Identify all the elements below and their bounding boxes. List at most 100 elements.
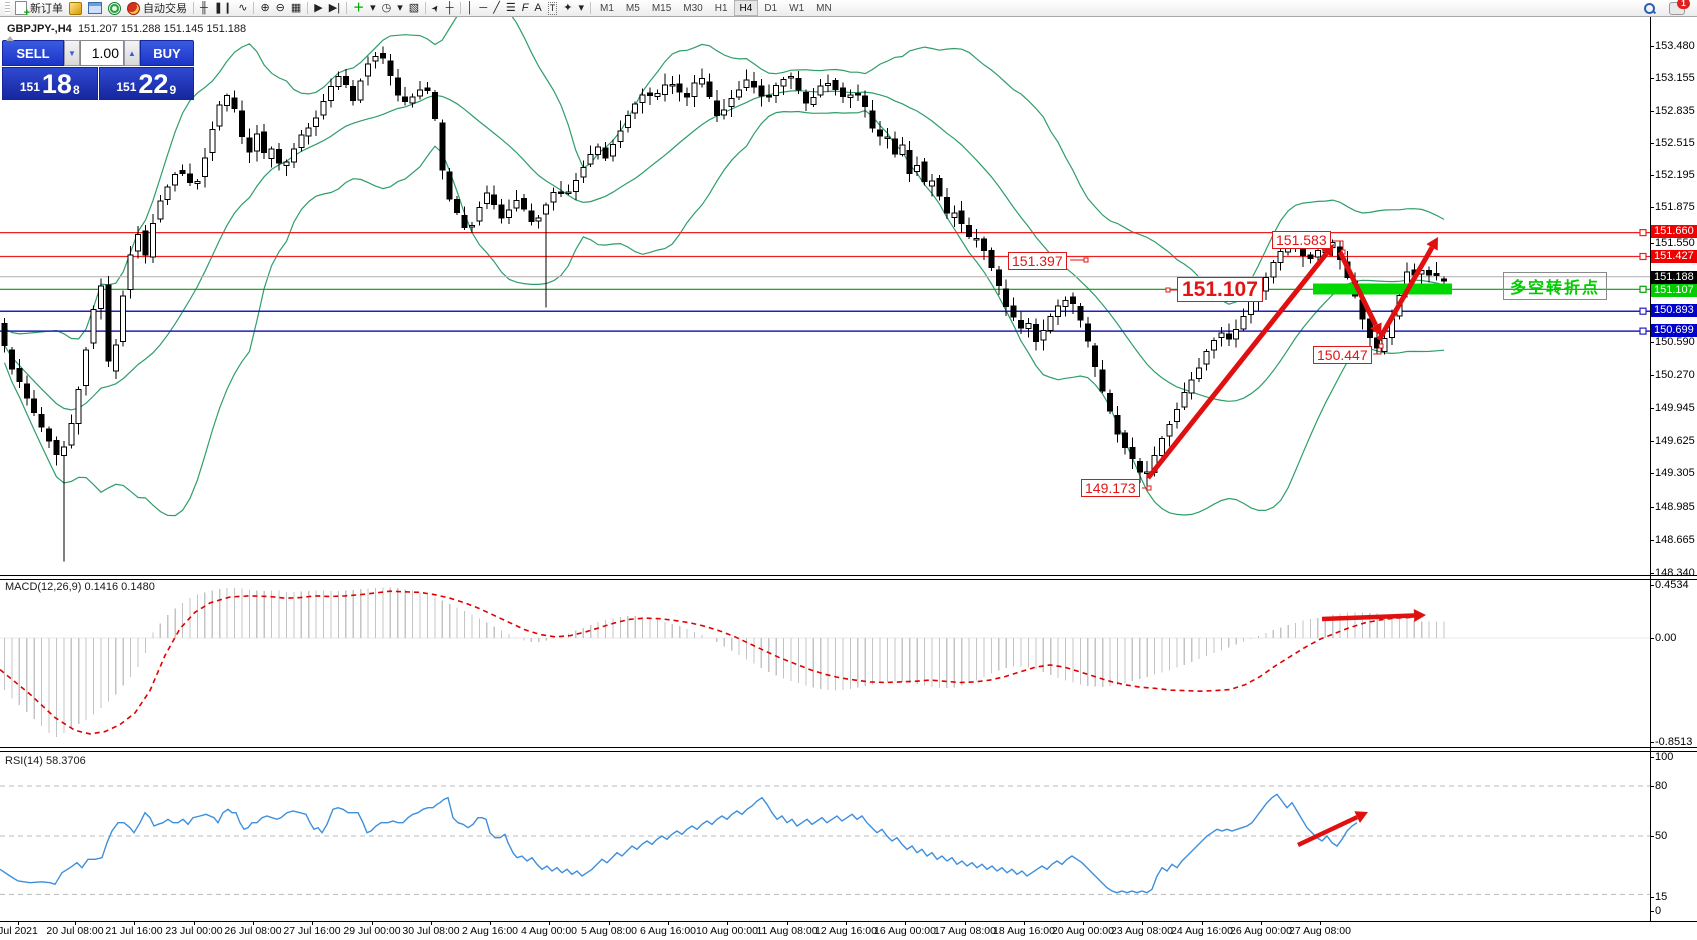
text-icon: A <box>534 1 542 14</box>
shapes-icon: ✦ <box>563 1 573 14</box>
notification-badge: 1 <box>1677 0 1690 9</box>
chart-shift-button[interactable]: ▶| <box>326 1 343 16</box>
channel-button[interactable]: ☰ <box>503 1 519 16</box>
trendline-button[interactable]: ╱ <box>490 1 503 16</box>
price-annotation[interactable]: 151.583 <box>1272 231 1331 249</box>
timeframe-m30[interactable]: M30 <box>683 2 703 14</box>
toolbar-separator <box>459 2 461 14</box>
time-tick <box>1261 921 1262 925</box>
line-chart-icon: ∿ <box>238 1 248 14</box>
notifications-button[interactable]: 1 <box>1666 0 1690 16</box>
price-tick <box>1650 207 1654 208</box>
terminal-button[interactable] <box>85 1 105 16</box>
time-tick <box>490 921 491 925</box>
sell-button[interactable]: SELL <box>2 40 64 66</box>
time-axis-label: 24 Aug 16:00 <box>1171 925 1233 937</box>
toolbar-separator <box>590 2 592 14</box>
turning-point-label[interactable]: 多空转折点 <box>1503 272 1608 300</box>
price-annotation[interactable]: 151.397 <box>1008 252 1067 270</box>
autotrading-button[interactable]: 自动交易 <box>124 1 190 16</box>
toolbar-glyph-buttons: ╫ ❚❙ ∿ ⊕ ⊖ ▦ ▶ ▶| ＋ ▾ ◷ ▾ ▧ ➤ ┼ │ ─ ╱ ☰ F A T ✦ ▾ <box>197 1 587 16</box>
timeframe-mn[interactable]: MN <box>816 2 832 14</box>
price-annotation[interactable]: 149.173 <box>1081 479 1140 497</box>
buy-price-display[interactable]: 151 22 9 <box>98 67 194 100</box>
time-axis-label: 20 Jul 08:00 <box>46 925 104 937</box>
search-button[interactable] <box>1640 1 1658 16</box>
periods-button[interactable]: ◷ <box>379 1 395 16</box>
candlestick-chart-icon: ❚❙ <box>213 1 233 14</box>
time-tick <box>846 921 847 925</box>
time-tick <box>75 921 76 925</box>
buy-button[interactable]: BUY <box>140 40 194 66</box>
rsi-axis-label: 15 <box>1655 891 1668 903</box>
time-tick <box>1083 921 1084 925</box>
rsi-panel-divider[interactable] <box>0 747 1697 752</box>
tile-windows-icon: ▦ <box>290 1 302 14</box>
label-button[interactable]: T <box>545 1 561 16</box>
timeframe-h1[interactable]: H1 <box>714 2 728 14</box>
time-axis-label: 10 Aug 00:00 <box>696 925 758 937</box>
time-tick <box>194 921 195 925</box>
volume-decrease-button[interactable]: ▼ <box>64 40 80 66</box>
price-tick <box>1650 441 1654 442</box>
trade-widget-collapse-icon[interactable] <box>6 36 14 41</box>
fibonacci-button[interactable]: F <box>519 1 532 16</box>
time-axis-label: 29 Jul 00:00 <box>343 925 401 937</box>
price-badge: 151.188 <box>1651 271 1697 284</box>
volume-increase-button[interactable]: ▲ <box>124 40 140 66</box>
macd-panel-divider[interactable] <box>0 575 1697 580</box>
timeframe-m5[interactable]: M5 <box>625 2 640 14</box>
sell-price-display[interactable]: 151 18 8 <box>2 67 98 100</box>
terminal-icon <box>88 2 102 14</box>
time-axis-label: 16 Aug 00:00 <box>874 925 936 937</box>
zoom-out-button[interactable]: ⊖ <box>273 1 288 16</box>
timeframe-d1[interactable]: D1 <box>764 2 778 14</box>
timeframe-w1[interactable]: W1 <box>789 2 805 14</box>
periods-dropdown-button[interactable]: ▾ <box>394 1 406 16</box>
price-annotation[interactable]: 151.107 <box>1177 277 1263 302</box>
periods-dropdown-icon: ▾ <box>397 1 403 14</box>
price-badge: 150.893 <box>1651 304 1697 317</box>
zoom-in-button[interactable]: ⊕ <box>257 1 272 16</box>
candlestick-chart-button[interactable]: ❚❙ <box>211 1 235 16</box>
line-chart-button[interactable]: ∿ <box>235 1 250 16</box>
indicators-button[interactable]: ＋ <box>350 1 367 16</box>
price-badge: 150.699 <box>1651 324 1697 337</box>
signals-button[interactable] <box>105 1 124 16</box>
text-button[interactable]: A <box>531 1 544 16</box>
timeframe-m1[interactable]: M1 <box>600 2 614 14</box>
shapes-dropdown-button[interactable]: ▾ <box>575 1 587 16</box>
new-order-button[interactable]: 新订单 <box>12 1 66 19</box>
hline-button[interactable]: ─ <box>476 1 490 16</box>
bar-chart-button[interactable]: ╫ <box>197 1 211 16</box>
timeframe-h4[interactable]: H4 <box>733 0 759 16</box>
vline-button[interactable]: │ <box>464 1 477 16</box>
timeframe-m15[interactable]: M15 <box>651 2 672 14</box>
cursor-button[interactable]: ➤ <box>429 1 443 16</box>
price-axis-label: 149.945 <box>1655 402 1695 414</box>
templates-button[interactable]: ▧ <box>406 1 422 16</box>
price-tick <box>1650 507 1654 508</box>
market-watch-button[interactable] <box>66 1 85 16</box>
time-tick <box>1024 921 1025 925</box>
price-axis-label: 148.985 <box>1655 501 1695 513</box>
crosshair-button[interactable]: ┼ <box>443 1 457 16</box>
price-annotation[interactable]: 150.447 <box>1313 346 1372 364</box>
price-tick <box>1650 243 1654 244</box>
price-tick <box>1650 473 1654 474</box>
indicators-dropdown-icon: ▾ <box>370 1 376 14</box>
auto-scroll-button[interactable]: ▶ <box>311 1 325 16</box>
time-tick <box>134 921 135 925</box>
fibonacci-icon: F <box>521 1 529 14</box>
rsi-axis-label: 0 <box>1655 905 1662 917</box>
shapes-button[interactable]: ✦ <box>560 1 575 16</box>
time-axis-label: 21 Jul 16:00 <box>105 925 163 937</box>
volume-input[interactable]: 1.00 <box>80 40 124 66</box>
tile-windows-button[interactable]: ▦ <box>288 1 304 16</box>
indicators-dropdown-button[interactable]: ▾ <box>367 1 379 16</box>
time-tick <box>431 921 432 925</box>
toolbar-grip[interactable] <box>5 2 10 14</box>
symbol-period-label: GBPJPY-,H4 <box>7 23 72 35</box>
